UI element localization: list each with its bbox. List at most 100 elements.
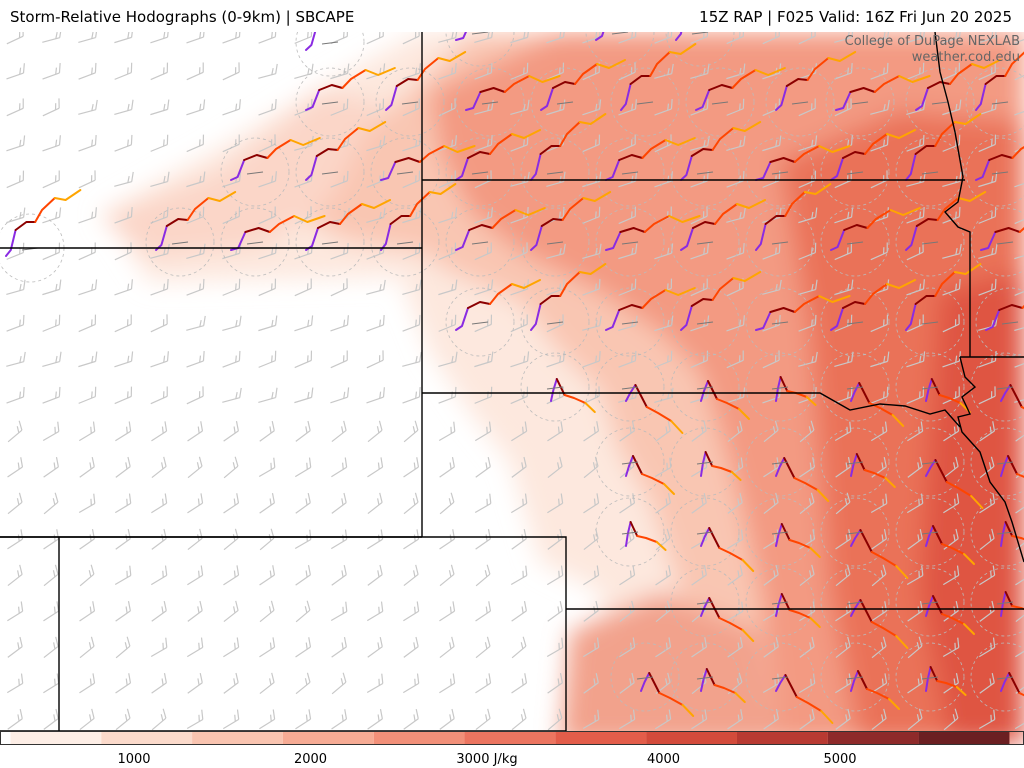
wind-barb: [582, 243, 602, 260]
wind-barb: [223, 637, 240, 658]
wind-barb: [187, 456, 203, 479]
hodograph-ring: [820, 497, 890, 567]
storm-motion-vector: [691, 32, 709, 35]
storm-motion-vector: [546, 321, 564, 325]
hodograph-segment: [889, 207, 921, 216]
hodograph-segment: [711, 127, 735, 151]
hodograph-segment: [625, 521, 632, 547]
wind-barb: [114, 171, 134, 187]
wind-barb: [78, 32, 98, 44]
hodograph-ring: [220, 207, 290, 277]
hodograph-segment: [552, 81, 576, 89]
map-canvas: [0, 32, 1024, 744]
hodograph-segment: [640, 672, 651, 692]
storm-motion-vector: [696, 676, 714, 680]
storm-motion-vector: [846, 461, 864, 465]
hodograph-segment: [582, 191, 612, 202]
hodograph-segment: [984, 75, 1007, 85]
wind-barb: [907, 673, 924, 694]
wind-barb: [187, 600, 203, 622]
wind-barb: [403, 529, 420, 550]
storm-motion-vector: [846, 531, 864, 535]
wind-barb: [763, 564, 779, 586]
wind-barb: [691, 420, 707, 442]
hodograph-segment: [428, 183, 457, 195]
wind-barb: [186, 32, 205, 44]
colorbar-tick-label: 1000: [117, 752, 151, 767]
boundary-line: [422, 392, 961, 428]
wind-barb: [870, 386, 889, 404]
wind-barb: [438, 314, 457, 332]
wind-barb: [942, 279, 961, 296]
hodograph-segment: [668, 43, 697, 55]
hodograph-segment: [785, 78, 809, 87]
hodograph-segment: [716, 398, 740, 410]
hodograph-segment: [775, 85, 788, 111]
hodograph-segment: [385, 85, 398, 111]
hodograph-segment: [780, 593, 791, 611]
storm-motion-vector: [771, 601, 789, 605]
hodograph-segment: [539, 145, 562, 155]
hodograph-segment: [315, 148, 339, 157]
wind-barb: [42, 386, 61, 404]
hodograph-segment: [988, 154, 1014, 161]
hodograph-ring: [530, 67, 600, 137]
wind-barb: [259, 709, 276, 730]
wind-barb: [402, 314, 421, 332]
credit-website[interactable]: weather.cod.edu: [911, 50, 1020, 65]
wind-barb: [403, 420, 419, 443]
wind-barb: [870, 351, 890, 368]
storm-motion-vector: [621, 171, 639, 175]
wind-barb: [978, 134, 997, 153]
wind-barb: [583, 565, 600, 586]
wind-barb: [834, 170, 852, 189]
wind-barb: [511, 601, 527, 622]
hodograph-segment: [700, 527, 711, 547]
wind-barb: [367, 529, 384, 550]
wind-barb: [186, 62, 204, 81]
hodograph-ring: [820, 567, 890, 637]
hodograph-segment: [618, 154, 644, 161]
wind-barb: [294, 278, 312, 297]
hodograph-segment: [704, 451, 714, 467]
wind-barb: [978, 386, 996, 405]
wind-barb: [1014, 108, 1024, 116]
hodograph-segment: [915, 87, 929, 111]
storm-motion-vector: [771, 386, 789, 390]
wind-barb: [223, 600, 239, 623]
map-title: Storm-Relative Hodographs (0-9km) | SBCA…: [10, 8, 355, 26]
hodograph-segment: [455, 307, 469, 331]
hodograph-segment: [784, 191, 806, 217]
wind-barb: [6, 279, 26, 296]
wind-barb: [546, 637, 564, 658]
storm-motion-vector: [771, 676, 789, 680]
storm-motion-vector: [846, 241, 864, 245]
storm-motion-vector: [621, 321, 639, 325]
wind-barb: [798, 242, 817, 260]
wind-barb: [259, 528, 275, 551]
hodograph-segment: [443, 145, 476, 153]
wind-barb: [726, 63, 746, 80]
wind-barb: [259, 600, 275, 623]
hodograph-segment: [680, 155, 693, 181]
wind-barb: [294, 63, 314, 80]
hodograph-segment: [936, 197, 960, 221]
storm-motion-vector: [851, 101, 869, 105]
hodograph-segment: [793, 477, 819, 491]
hodograph-ring: [445, 137, 515, 207]
wind-barb: [834, 279, 854, 296]
wind-barb: [186, 351, 205, 368]
wind-barb: [582, 637, 600, 658]
hodograph-segment: [1016, 473, 1024, 478]
hodograph-segment: [870, 621, 898, 637]
wind-barb: [223, 528, 239, 551]
wind-barb: [1014, 215, 1024, 225]
hodograph-segment: [809, 547, 821, 558]
wind-barb: [258, 171, 277, 188]
wind-barb: [943, 456, 959, 479]
wind-barb: [654, 32, 673, 44]
wind-barb: [618, 206, 637, 225]
hodograph-ring: [455, 67, 525, 137]
hodograph-range-rings: [0, 32, 1024, 712]
hodograph-ring: [745, 642, 815, 712]
